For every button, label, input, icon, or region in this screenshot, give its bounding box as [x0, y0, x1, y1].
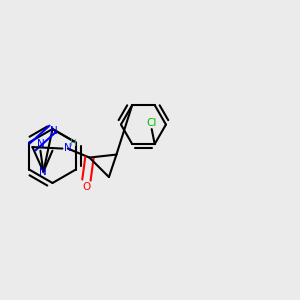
Text: N: N: [64, 143, 72, 153]
Text: H: H: [69, 139, 76, 148]
Text: N: N: [37, 139, 44, 149]
Text: O: O: [82, 182, 91, 193]
Text: Cl: Cl: [146, 118, 157, 128]
Text: N: N: [50, 125, 58, 136]
Text: N: N: [39, 167, 47, 177]
